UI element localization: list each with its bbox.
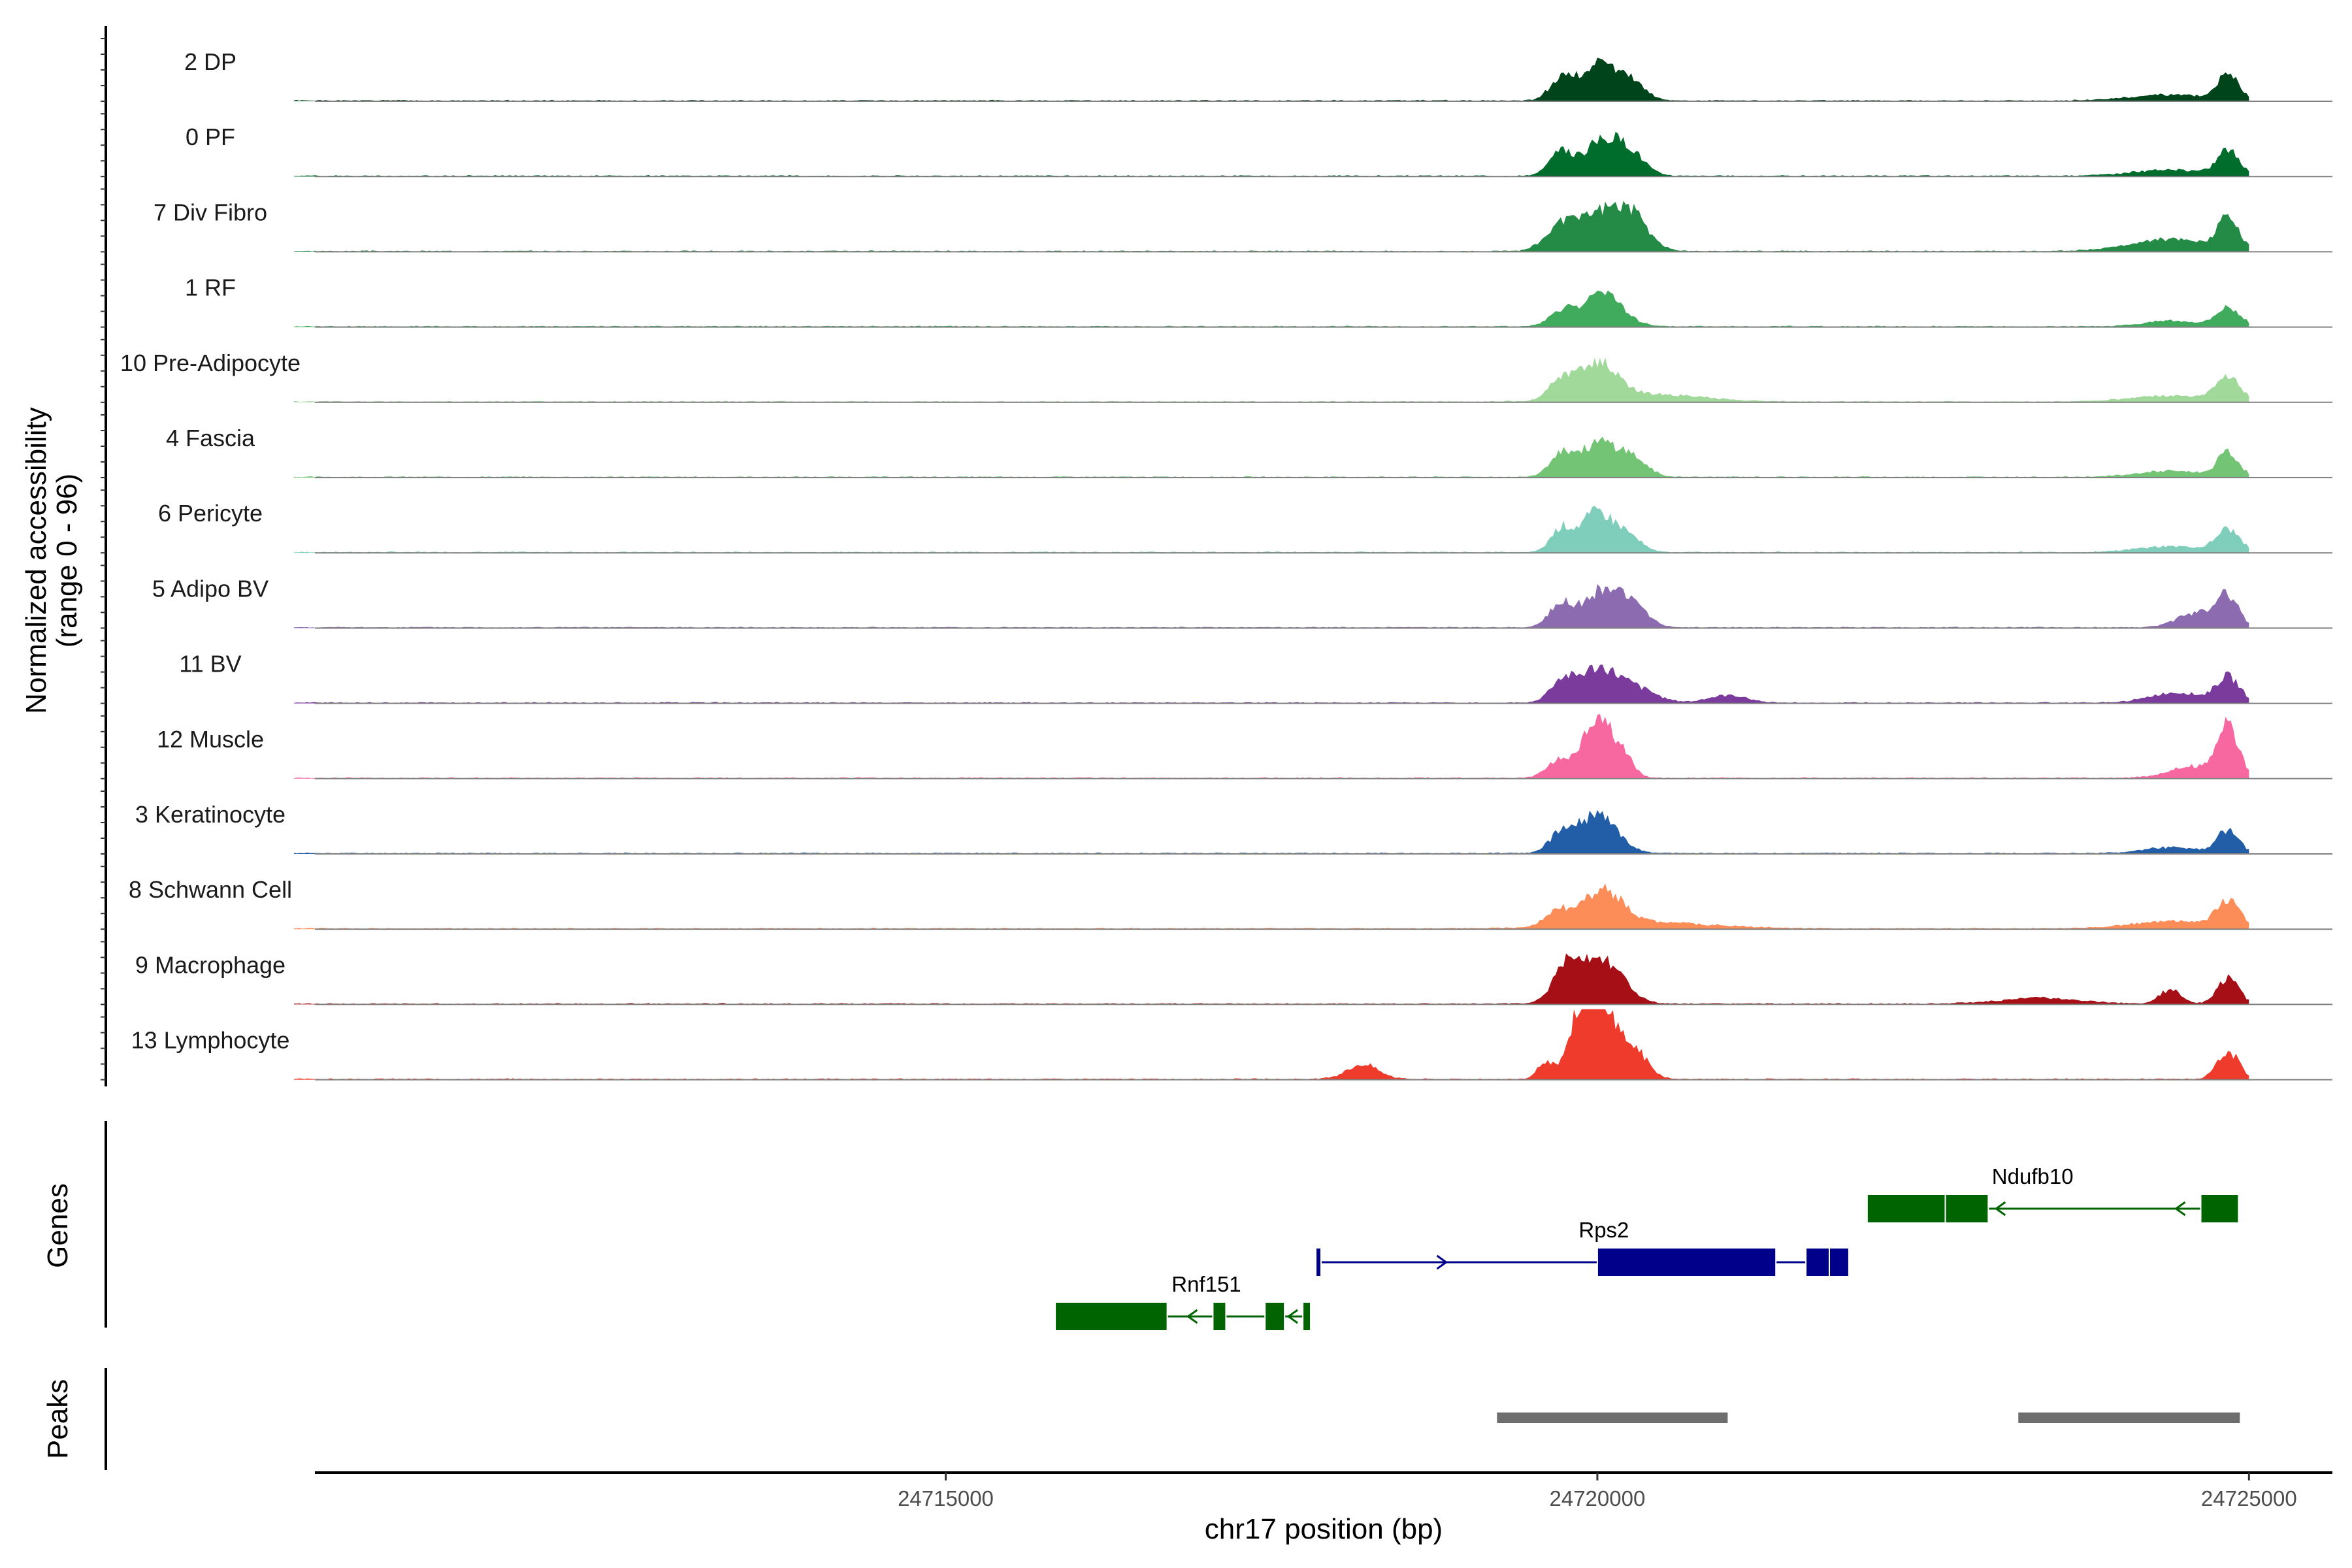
coverage-area xyxy=(294,664,2249,704)
exon xyxy=(1828,1247,1850,1277)
track-label-8: 5 Adipo BV xyxy=(152,575,269,602)
exon xyxy=(1866,1194,1946,1224)
exon xyxy=(1264,1301,1286,1331)
exon xyxy=(1315,1247,1322,1277)
track-label-7: 6 Pericyte xyxy=(158,500,263,527)
coverage-area xyxy=(294,953,2249,1005)
x-tick-label: 24720000 xyxy=(1550,1486,1646,1511)
track-label-9: 11 BV xyxy=(179,651,241,678)
coverage-area xyxy=(294,290,2249,327)
track-label-1: 2 DP xyxy=(184,48,237,75)
exon xyxy=(1054,1301,1168,1331)
x-tick-label: 24725000 xyxy=(2201,1486,2297,1511)
gene-annotations: Rnf151 Rps2 Ndufb10 xyxy=(1054,1164,2240,1331)
y-axis-title-line2: (range 0 - 96) xyxy=(51,474,83,648)
accessibility-profiles xyxy=(294,57,2332,1081)
x-axis-title: chr17 position (bp) xyxy=(1205,1513,1443,1545)
peak-region-1 xyxy=(1497,1413,1728,1423)
track-10 xyxy=(294,713,2332,779)
x-tick-label: 24715000 xyxy=(898,1486,994,1511)
coverage-area xyxy=(294,131,2249,177)
track-11 xyxy=(294,809,2332,855)
coverage-area xyxy=(294,506,2249,553)
coverage-area xyxy=(294,436,2249,478)
track-8 xyxy=(294,584,2332,629)
strand-arrow xyxy=(1436,1254,1448,1270)
track-1 xyxy=(294,57,2332,102)
track-label-3: 7 Div Fibro xyxy=(154,199,267,225)
track-label-13: 9 Macrophage xyxy=(135,951,286,978)
track-label-6: 4 Fascia xyxy=(166,425,255,451)
gene-label: Ndufb10 xyxy=(1992,1164,2074,1188)
track-7 xyxy=(294,506,2332,554)
peak-regions xyxy=(1497,1413,2240,1423)
track-label-4: 1 RF xyxy=(185,274,236,301)
exon xyxy=(2200,1194,2240,1224)
coverage-area xyxy=(294,883,2249,930)
track-label-12: 8 Schwann Cell xyxy=(129,876,292,903)
coverage-y-axis xyxy=(101,26,107,1086)
gene-rps2: Rps2 xyxy=(1315,1218,1850,1277)
track-13 xyxy=(294,953,2332,1005)
coverage-area xyxy=(294,809,2249,854)
track-label-5: 10 Pre-Adipocyte xyxy=(120,350,301,376)
track-label-2: 0 PF xyxy=(186,123,235,150)
gene-rnf151: Rnf151 xyxy=(1054,1272,1312,1331)
track-12 xyxy=(294,883,2332,930)
gene-ndufb10: Ndufb10 xyxy=(1866,1164,2240,1224)
track-14 xyxy=(294,1009,2332,1081)
peak-region-2 xyxy=(2018,1413,2240,1423)
exon xyxy=(1596,1247,1777,1277)
track-4 xyxy=(294,290,2332,328)
track-label-10: 12 Muscle xyxy=(157,726,264,753)
exon xyxy=(1212,1301,1227,1331)
strand-arrow xyxy=(1186,1309,1198,1324)
coverage-area xyxy=(294,713,2249,779)
genes-track-title: Genes xyxy=(42,1183,74,1268)
track-5 xyxy=(294,357,2332,403)
strand-arrow xyxy=(1286,1309,1298,1324)
coverage-area xyxy=(294,584,2249,629)
track-labels: 2 DP 0 PF 7 Div Fibro 1 RF 10 Pre-Adipocyte 4… xyxy=(120,48,301,1054)
strand-arrow xyxy=(1994,1201,2006,1217)
track-label-11: 3 Keratinocyte xyxy=(135,801,286,828)
track-label-14: 13 Lymphocyte xyxy=(131,1027,290,1054)
track-3 xyxy=(294,201,2332,253)
track-2 xyxy=(294,131,2332,178)
track-6 xyxy=(294,436,2332,478)
coverage-area xyxy=(294,201,2249,252)
exon xyxy=(1302,1301,1312,1331)
x-axis-ticks: 24715000 24720000 24725000 xyxy=(898,1473,2297,1511)
strand-arrow xyxy=(2174,1201,2186,1217)
coverage-area xyxy=(294,357,2249,402)
coverage-area xyxy=(294,57,2249,101)
track-9 xyxy=(294,664,2332,704)
gene-label: Rps2 xyxy=(1578,1218,1629,1242)
peaks-track-title: Peaks xyxy=(42,1379,74,1459)
y-axis-title-line1: Normalized accessibility xyxy=(20,407,52,713)
gene-label: Rnf151 xyxy=(1171,1272,1241,1296)
coverage-area xyxy=(294,1009,2249,1080)
exon xyxy=(1944,1194,1989,1224)
